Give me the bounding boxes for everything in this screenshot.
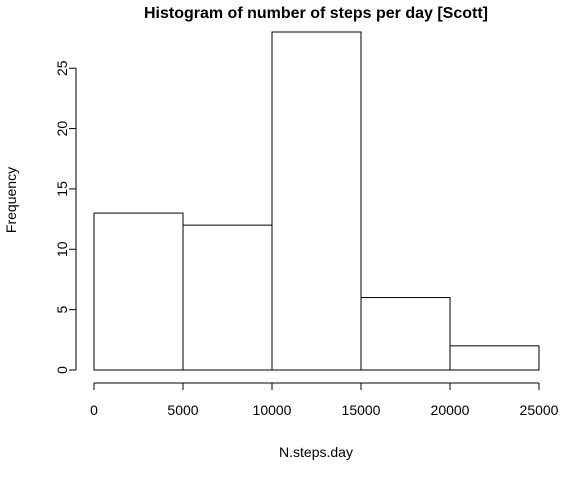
x-tick-label-2: 10000 xyxy=(253,402,292,418)
x-axis: 0 5000 10000 15000 20000 25000 xyxy=(90,382,559,418)
y-tick-label-3: 15 xyxy=(54,181,70,197)
y-tick-label-4: 20 xyxy=(54,121,70,137)
x-tick-label-4: 20000 xyxy=(431,402,470,418)
y-tick-label-0: 0 xyxy=(54,366,70,374)
y-tick-label-2: 10 xyxy=(54,241,70,257)
bars-group xyxy=(93,31,540,371)
x-tick-label-5: 25000 xyxy=(520,402,559,418)
y-axis-label: Frequency xyxy=(3,167,19,233)
histogram-bar-2 xyxy=(271,31,362,371)
x-axis-label: N.steps.day xyxy=(279,444,353,460)
x-tick-label-0: 0 xyxy=(90,402,98,418)
y-tick-label-5: 25 xyxy=(54,60,70,76)
histogram-bar-1 xyxy=(182,224,273,371)
x-tick-label-1: 5000 xyxy=(167,402,198,418)
y-tick-label-1: 5 xyxy=(54,306,70,314)
histogram-bar-0 xyxy=(93,212,184,371)
x-tick-label-3: 15000 xyxy=(342,402,381,418)
histogram-bar-4 xyxy=(449,345,540,371)
histogram-bar-3 xyxy=(360,297,451,371)
y-axis: 0 5 10 15 20 25 xyxy=(54,60,77,374)
chart-title: Histogram of number of steps per day [Sc… xyxy=(144,5,488,22)
